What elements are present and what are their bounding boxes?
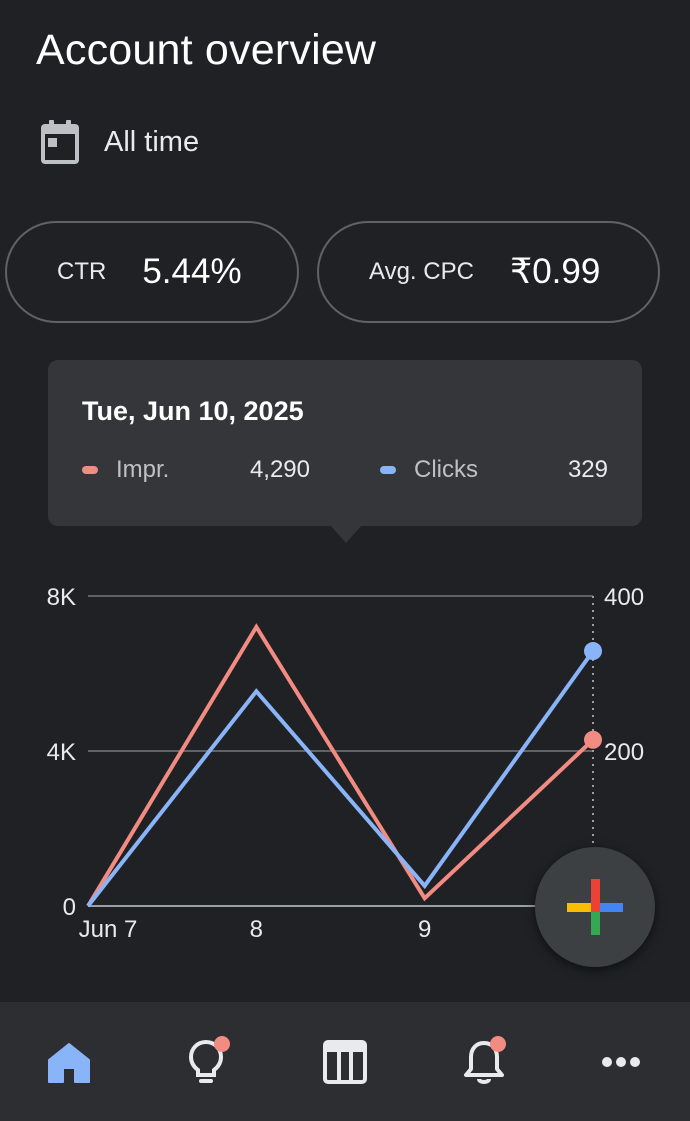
metric-ctr-chip[interactable]: CTR 5.44% (5, 221, 299, 323)
tooltip-series-impressions: Impr. (82, 454, 169, 486)
x-tick-label: 9 (418, 916, 431, 943)
y-left-tick-label: 8K (47, 584, 76, 611)
series-name: Impr. (116, 456, 170, 483)
tooltip-pointer (330, 525, 362, 543)
nav-home[interactable] (41, 1034, 97, 1090)
series-name: Clicks (414, 456, 478, 483)
create-fab[interactable] (535, 847, 655, 967)
y-left-tick-label: 4K (47, 739, 76, 766)
series-point-impr (584, 730, 602, 749)
tooltip-date: Tue, Jun 10, 2025 (82, 396, 304, 426)
bottom-navigation (0, 1002, 690, 1121)
home-icon (48, 1043, 90, 1083)
metric-name: CTR (57, 258, 107, 285)
series-swatch-clicks (380, 466, 396, 474)
metric-avg-cpc-chip[interactable]: Avg. CPC ₹0.99 (317, 221, 660, 323)
page-title: Account overview (36, 26, 377, 74)
date-range-label: All time (104, 125, 200, 158)
nav-more[interactable] (593, 1034, 649, 1090)
x-tick-label: 8 (250, 916, 263, 943)
lightbulb-icon (188, 1036, 230, 1083)
series-value-impressions: 4,290 (249, 456, 310, 483)
series-value-clicks: 329 (567, 456, 608, 483)
table-icon (323, 1040, 367, 1084)
metric-name: Avg. CPC (369, 258, 474, 285)
metric-value: 5.44% (142, 252, 242, 291)
performance-line-chart[interactable]: 0 4K 8K 200 400 Jun 7 8 9 (0, 560, 690, 950)
date-range-selector[interactable]: All time (40, 118, 199, 166)
more-icon (602, 1057, 640, 1067)
chart-tooltip: Tue, Jun 10, 2025 Impr. 4,290 Clicks 329 (48, 360, 642, 526)
metric-value: ₹0.99 (509, 252, 601, 291)
series-line-clicks (86, 649, 595, 908)
nav-recommendations[interactable] (178, 1034, 234, 1090)
bell-icon (464, 1036, 506, 1084)
calendar-icon (41, 120, 79, 164)
notification-badge (490, 1036, 506, 1052)
series-swatch-impressions (82, 466, 98, 474)
series-line-impr (86, 623, 595, 908)
nav-notifications[interactable] (456, 1034, 512, 1090)
x-tick-label: Jun 7 (79, 916, 138, 943)
tooltip-series-clicks: Clicks (380, 454, 478, 486)
nav-campaigns[interactable] (317, 1034, 373, 1090)
y-right-tick-label: 200 (604, 739, 644, 766)
y-left-tick-label: 0 (63, 894, 76, 921)
series-point-clicks (584, 642, 602, 661)
notification-badge (214, 1036, 230, 1052)
y-right-tick-label: 400 (604, 584, 644, 611)
plus-icon (567, 879, 623, 935)
